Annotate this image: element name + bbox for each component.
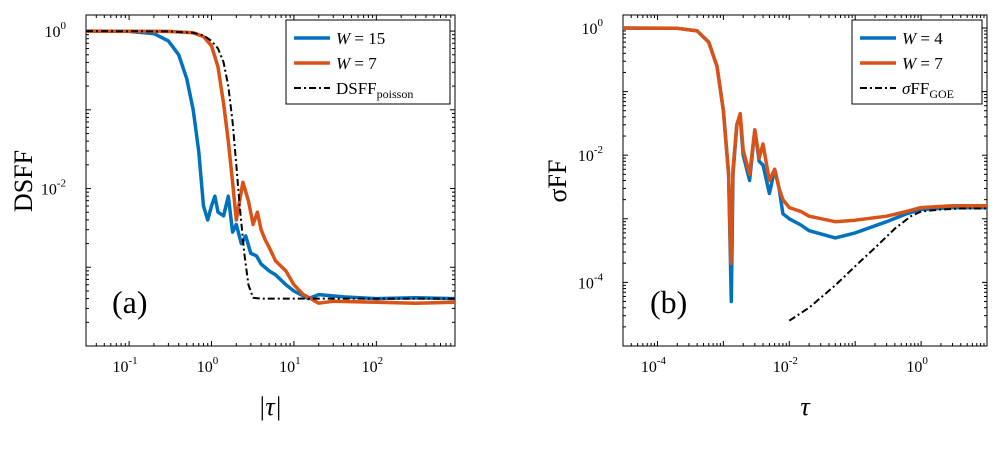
- y-axis-label-b: σFF: [543, 160, 572, 203]
- series-lines-a: [86, 29, 455, 305]
- legend-label-a-2: DSFFpoisson: [336, 79, 413, 101]
- y-tick-label-b: 10-4: [578, 271, 604, 292]
- x-tick-label-a: 101: [279, 355, 301, 376]
- panel-label-b: (b): [650, 284, 687, 320]
- y-tick-label-b: 10-2: [578, 144, 603, 165]
- panel-label-a: (a): [112, 284, 148, 320]
- legend-label-a-0: W = 15: [336, 29, 385, 48]
- legend-label-b-1: W = 7: [902, 54, 943, 73]
- y-tick-label-b: 100: [582, 17, 604, 38]
- x-tick-label-b: 100: [906, 355, 928, 376]
- x-tick-label-a: 102: [362, 355, 384, 376]
- series-line-b-1: [623, 26, 987, 266]
- series-line-a-1: [86, 29, 455, 305]
- legend-label-a-1: W = 7: [336, 54, 377, 73]
- legend-label-b-0: W = 4: [902, 29, 943, 48]
- legend-label-b-2: σFFGOE: [902, 79, 954, 101]
- x-axis-label-b: τ: [800, 392, 811, 421]
- legend-b: W = 4 W = 7 σFFGOE: [851, 19, 983, 105]
- series-line-a-2: [86, 30, 455, 300]
- x-tick-label-b: 10-4: [641, 355, 667, 376]
- x-tick-label-a: 100: [197, 355, 219, 376]
- plot-frame-a: [85, 14, 456, 347]
- series-lines-b: [623, 26, 987, 322]
- series-line-b-2: [788, 207, 987, 322]
- panel-a: 10-1 100 101 102 100 10-2 DSFF |τ| (a) W = 15…: [9, 14, 456, 421]
- x-axis-label-a: |τ|: [258, 392, 282, 421]
- y-axis-label-a: DSFF: [9, 150, 38, 212]
- y-tick-label-a: 10-2: [41, 178, 66, 199]
- x-tick-label-a: 10-1: [113, 355, 138, 376]
- y-tick-label-a: 100: [45, 20, 67, 41]
- legend-a: W = 15 W = 7 DSFFpoisson: [285, 19, 451, 105]
- x-tick-label-b: 10-2: [773, 355, 798, 376]
